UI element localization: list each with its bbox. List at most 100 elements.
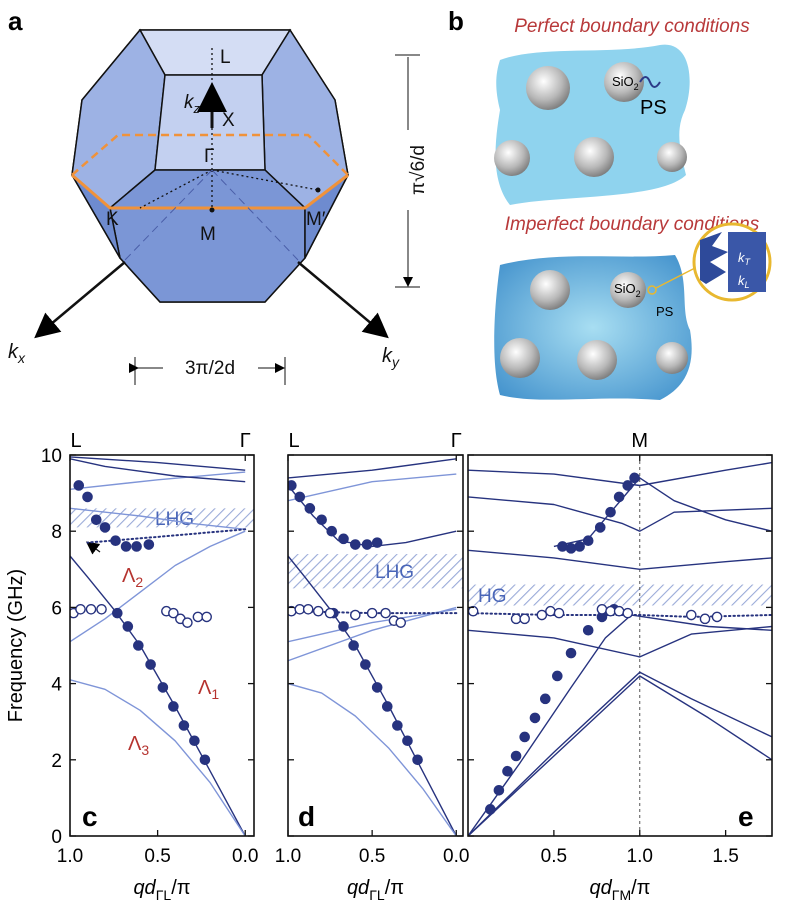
band-curve [468,614,772,836]
data-point [395,617,407,628]
panel-label: c [82,801,98,832]
data-point [348,640,359,651]
data-point [201,611,212,623]
data-point [178,720,190,731]
band-curve [70,530,246,643]
hexagon-dashed [71,133,349,176]
data-point [131,541,142,552]
data-point [157,682,169,693]
data-point [96,604,107,615]
data-point [613,605,625,617]
data-point [392,720,403,731]
label-x: X [222,110,235,131]
label-subscript: ΓM [612,887,631,903]
label-part: qd [590,877,613,899]
gap-band [468,584,772,606]
inset-polymer [728,232,766,292]
x-tick-label: 0.5 [359,846,385,867]
plot-area [70,456,247,836]
band-curve [70,679,246,836]
text: SiO [614,281,636,296]
data-point [539,693,551,705]
data-point [502,765,513,777]
band-label: LHG [375,562,414,583]
annotation: Λ1 [198,677,219,702]
band-curve [288,606,457,662]
data-point [338,533,349,545]
subscript: z [193,101,201,116]
annotation-part: Λ [122,565,136,587]
label-ky: ky [382,345,400,370]
band-curve [468,549,772,570]
x-tick-label: 0.0 [232,846,258,867]
annotation-part: Λ [198,677,212,699]
data-point [324,607,336,619]
data-point [75,604,86,615]
x-tick-label: 1.0 [57,846,83,867]
x-tick-label: 0.5 [144,846,170,867]
ps: PS [640,97,667,119]
annotation: Λ2 [122,565,143,590]
data-point [557,541,568,552]
data-point [711,611,723,623]
data-point [350,539,361,550]
y-tick-label: 0 [51,827,62,848]
band-curve [288,555,457,836]
band-curve [288,473,457,502]
particles [500,270,688,380]
label-m-prime: M′ [306,209,326,230]
data-point [302,604,314,615]
inset-interface [700,232,728,284]
data-point [312,605,324,617]
data-point [361,539,373,550]
label-m: M [200,224,216,245]
subscript: L [745,280,750,290]
kx-arrow [34,261,126,339]
zoom-line [655,267,696,289]
panel-b: b Perfect boundary conditions SiO2 PS Im… [448,6,772,400]
data-point [699,613,711,625]
dimension-lines [129,54,420,385]
data-point [545,605,556,617]
data-point [622,607,634,619]
text: SiO [612,74,634,89]
annotation-subscript: 3 [141,742,149,758]
subscript: T [745,257,752,267]
caption: Perfect boundary conditions [514,16,750,37]
top-label: M [631,430,648,452]
data-point [122,621,134,632]
data-point [85,604,97,615]
data-point [622,480,634,491]
medium [495,44,690,205]
label-part: qd [347,877,370,899]
plot-frame [69,454,255,837]
band-curve [468,461,772,487]
data-point [133,640,144,651]
data-point [288,480,297,491]
data-point [629,472,640,484]
data-point [412,754,423,766]
data-point [519,613,530,625]
particles [494,62,687,177]
panel-label: e [738,801,754,832]
top-label: L [288,430,299,452]
plot-frame [287,454,464,837]
data-point [112,607,123,619]
x-axis-label: qdΓM/π [590,877,651,903]
label-k: K [106,209,119,230]
data-point [685,609,697,621]
label-part: /π [631,877,650,899]
point-m [209,207,215,213]
panel-label: a [8,6,23,36]
hexagon-solid [71,173,349,210]
data-point [605,605,616,617]
band-label: HG [478,586,507,607]
data-point [99,522,111,533]
data-point [565,647,577,659]
annotation-subscript: 2 [135,574,143,590]
subscript: y [391,354,400,370]
panel-label: b [448,6,464,36]
panel-label: d [298,801,315,832]
data-point [360,659,371,670]
